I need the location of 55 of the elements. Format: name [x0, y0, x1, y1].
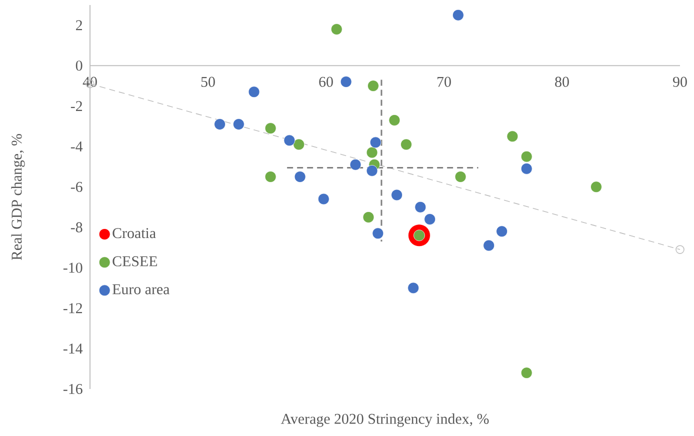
- legend-label: CESEE: [112, 256, 157, 266]
- x-tick-label: 90: [673, 76, 687, 87]
- y-tick-label: -8: [70, 222, 82, 232]
- legend-label: Euro area: [112, 284, 170, 294]
- point: [676, 245, 684, 254]
- y-tick-label: 2: [76, 20, 82, 30]
- point: [520, 163, 532, 174]
- point: [483, 240, 495, 252]
- point: [264, 122, 276, 134]
- x-tick-label: 50: [201, 76, 215, 87]
- x-tick-label: 80: [555, 76, 569, 87]
- y-tick-label: -4: [70, 142, 83, 152]
- y-axis-title: Real GDP change, %: [11, 134, 25, 260]
- point: [414, 201, 426, 213]
- point: [424, 214, 436, 225]
- point: [520, 367, 532, 379]
- point: [391, 189, 402, 201]
- y-tick-label: -16: [63, 384, 82, 394]
- y-tick-label: -2: [70, 101, 82, 111]
- point: [248, 86, 260, 98]
- point: [330, 24, 342, 35]
- point: [293, 138, 305, 150]
- point: [366, 146, 378, 158]
- y-tick-label: -6: [70, 182, 82, 192]
- point: [368, 80, 379, 92]
- point: [520, 150, 532, 162]
- point: [454, 171, 466, 182]
- point: [294, 171, 306, 182]
- point: [284, 134, 296, 146]
- x-axis-title: Average 2020 Stringency index, %: [280, 413, 489, 427]
- y-tick-label: -14: [63, 344, 83, 354]
- x-tick-label: 60: [319, 76, 333, 87]
- point: [496, 226, 508, 238]
- y-tick-label: -10: [63, 262, 82, 273]
- x-tick-label: 70: [438, 76, 451, 87]
- point: [370, 136, 382, 148]
- point: [452, 9, 464, 21]
- point: [362, 212, 374, 223]
- y-tick-label: -12: [63, 303, 82, 314]
- point: [590, 181, 602, 193]
- point: [506, 130, 518, 142]
- point: [214, 118, 226, 130]
- point: [366, 165, 378, 176]
- point: [372, 228, 384, 240]
- point: [264, 171, 276, 182]
- point: [318, 193, 330, 205]
- y-tick-label: 0: [76, 60, 82, 71]
- point: [388, 114, 400, 126]
- legend-label: Croatia: [112, 228, 156, 238]
- x-tick-label: 40: [82, 76, 97, 87]
- point: [400, 138, 412, 150]
- point: [408, 282, 420, 294]
- point: [232, 118, 244, 130]
- point: [350, 158, 362, 170]
- point: [340, 76, 352, 88]
